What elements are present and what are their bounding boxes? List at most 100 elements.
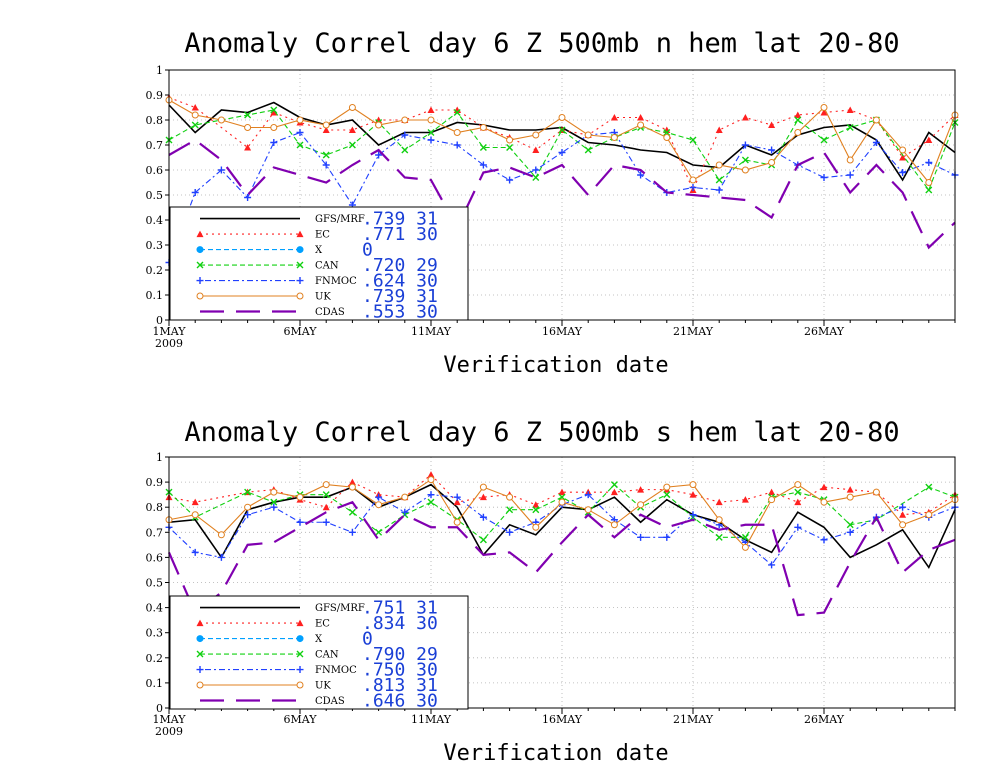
series-uk-point (348, 483, 356, 491)
x-tick-label: 6MAY (283, 325, 317, 338)
series-uk-point (925, 179, 933, 186)
legend-uk-name: UK (315, 681, 331, 692)
legend-uk-point (196, 292, 204, 300)
series-uk-point (741, 166, 749, 174)
series-ec-point (244, 144, 252, 151)
series-can-point (663, 129, 671, 136)
series-fnmoc-point (506, 176, 514, 184)
series-ec-point (427, 471, 435, 478)
series-fnmoc-point (244, 511, 252, 519)
series-ec-point (715, 498, 723, 506)
series-can-point (270, 106, 278, 114)
series-ec-point (715, 126, 723, 133)
x-tick-label: 21MAY (673, 325, 714, 338)
series-uk (165, 476, 959, 551)
x-tick-label: 21MAY (673, 713, 714, 726)
series-ec-point (348, 126, 356, 133)
series-ec-point (191, 498, 199, 506)
series-can-point (663, 491, 671, 499)
legend: GFS/MRF.751 31 EC .834 30 X 0 CAN .790 29 FNMOC… (169, 595, 469, 711)
series-can-point (427, 129, 435, 136)
series-can (165, 481, 959, 544)
series-uk-point (637, 501, 645, 509)
legend-can-value: .720 29 (362, 255, 438, 276)
series-ec-point (741, 114, 749, 121)
series-ec-point (846, 486, 854, 493)
series-uk-point (768, 159, 776, 166)
x-tick-label: 11MAY (411, 713, 452, 726)
series-fnmoc-point (768, 561, 776, 569)
y-tick-label: 0.8 (146, 114, 164, 127)
legend-can-point (196, 261, 204, 269)
series-ec-point (427, 106, 435, 113)
chart-panel-2: Anomaly Correl day 6 Z 500mb s hem lat 2… (146, 417, 959, 766)
y-tick-label: 0.2 (146, 264, 164, 277)
series-fnmoc-point (846, 171, 854, 179)
series-uk-point (872, 116, 880, 124)
series-fnmoc-point (689, 511, 697, 519)
series-uk-point (846, 156, 854, 164)
series-uk-point (663, 134, 671, 141)
series-uk-point (637, 121, 645, 129)
series-can-line (168, 109, 956, 192)
legend-fnmoc-point (196, 666, 204, 674)
series-uk-point (191, 511, 199, 519)
series-uk-point (820, 498, 828, 506)
series-uk-point (768, 496, 776, 504)
legend-uk-point (296, 681, 304, 689)
y-tick-label: 0.6 (146, 164, 164, 177)
series-cdas-line (167, 500, 956, 617)
series-fnmoc-point (322, 518, 330, 526)
series-fnmoc-point (899, 169, 907, 176)
legend-can-point (296, 650, 304, 658)
series-ec-point (899, 511, 907, 518)
x-axis-label: Verification date (443, 741, 668, 766)
series-can-point (244, 488, 252, 496)
legend-ec-point (296, 619, 304, 627)
series-fnmoc-point (637, 533, 645, 541)
series-fnmoc-point (637, 171, 645, 179)
series-uk-point (375, 121, 383, 129)
series-ec-line (168, 96, 956, 192)
x-tick-label: 1MAY (152, 325, 186, 338)
series-uk-point (820, 104, 828, 111)
y-tick-label: 1 (156, 451, 163, 464)
legend-ec-value: .771 30 (362, 224, 438, 245)
series-can-point (401, 146, 409, 154)
series-fnmoc-point (296, 129, 304, 136)
legend-can-name: CAN (315, 650, 339, 661)
series-ec-point (768, 121, 776, 128)
series-fnmoc-point (217, 166, 225, 174)
series-can-point (270, 498, 278, 506)
legend-x-name: X (315, 634, 323, 645)
series-ec-point (532, 501, 540, 508)
legend-fnmoc-value: .750 30 (362, 660, 438, 681)
series-uk-point (322, 121, 330, 129)
y-tick-label: 0.2 (146, 652, 164, 665)
series-fnmoc-point (532, 166, 540, 174)
legend-gfs-mrf-value: .739 31 (362, 209, 438, 230)
series-uk-point (610, 134, 618, 141)
series-fnmoc-point (348, 528, 356, 536)
y-tick-label: 0.1 (146, 677, 164, 690)
series-can-point (741, 533, 749, 541)
series-uk-point (270, 124, 278, 131)
y-tick-label: 0.6 (146, 551, 164, 564)
series-fnmoc-point (506, 528, 514, 536)
legend-x-point (296, 635, 304, 643)
x-tick-year: 2009 (155, 337, 183, 350)
series-ec-line (168, 473, 956, 516)
x-tick-label: 11MAY (411, 325, 452, 338)
series-uk-point (925, 511, 933, 519)
series-can-point (244, 111, 252, 119)
legend-fnmoc-name: FNMOC (315, 276, 357, 287)
series-can-point (584, 146, 592, 154)
legend-ec-name: EC (315, 230, 330, 241)
series-ec-point (794, 498, 802, 506)
legend-x-value: 0 (362, 240, 373, 261)
series-can-point (846, 521, 854, 529)
legend-gfs-mrf-value: .751 31 (362, 598, 438, 619)
x-axis-label: Verification date (443, 353, 668, 378)
series-can-point (558, 126, 566, 134)
series-uk-point (401, 493, 409, 501)
